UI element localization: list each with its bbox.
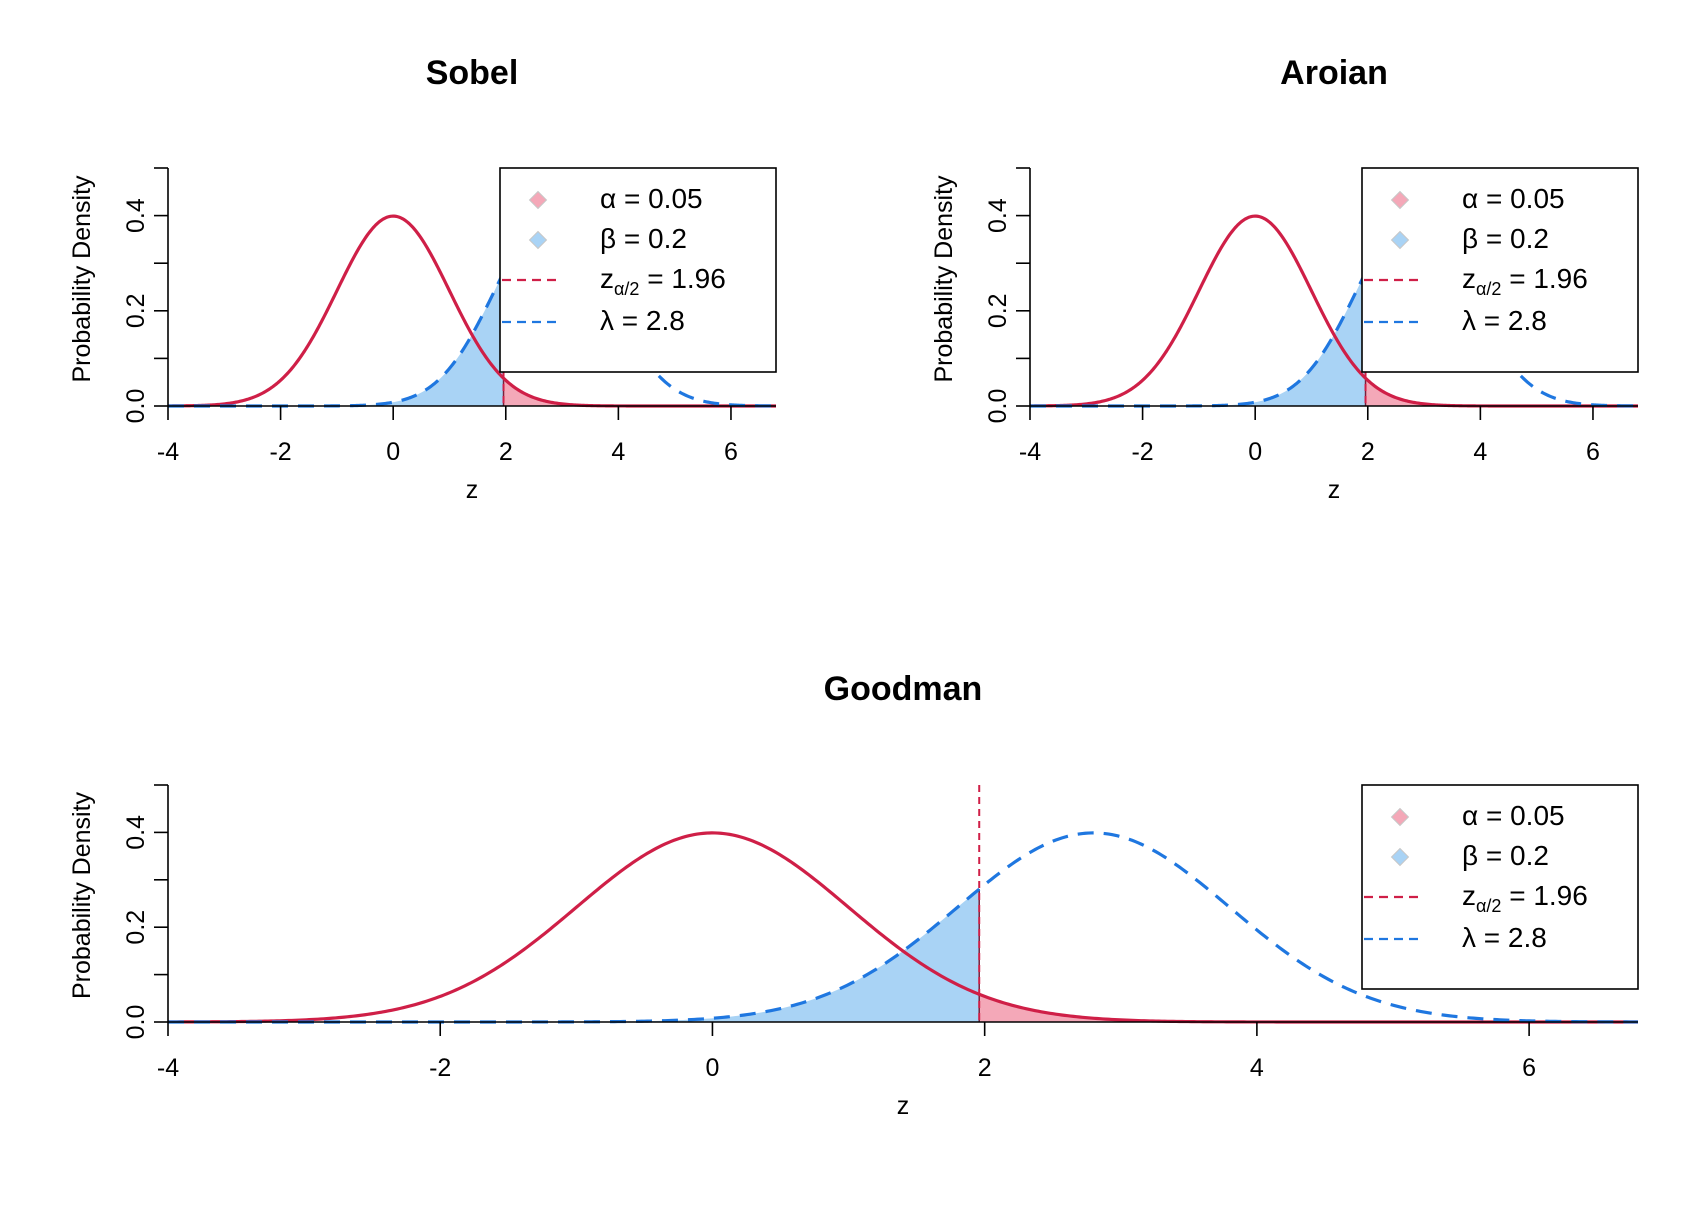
chart-title: Goodman: [824, 670, 983, 708]
legend-label: λ = 2.8: [1462, 922, 1547, 953]
legend-label: β = 0.2: [1462, 223, 1549, 254]
chart-panel-aroian: -4 -2 0 2 4 6 0.0 0.2 0.4 z Probability Density Aro…: [930, 54, 1639, 504]
legend-marker: [1390, 190, 1410, 210]
shaded-beta: [1030, 272, 1366, 406]
legend-label-subscript: α/2: [614, 279, 639, 299]
x-axis-title: z: [897, 1092, 910, 1120]
x-tick-label: -2: [429, 1054, 451, 1082]
legend-label: β = 0.2: [1462, 840, 1549, 871]
x-tick-label: 6: [1586, 438, 1600, 466]
x-tick-label: -4: [157, 1054, 179, 1082]
y-tick-label: 0.4: [984, 198, 1012, 233]
legend-label: α = 0.05: [1462, 800, 1565, 831]
y-tick-label: 0.0: [984, 389, 1012, 424]
y-tick-label: 0.0: [122, 1005, 150, 1040]
legend-label-main: z: [1462, 880, 1476, 911]
x-tick-label: 4: [611, 438, 625, 466]
legend-label: α = 0.05: [1462, 183, 1565, 214]
x-tick-label: 0: [705, 1054, 719, 1082]
x-tick-label: 2: [499, 438, 513, 466]
y-tick-label: 0.2: [122, 293, 150, 328]
x-tick-label: 2: [978, 1054, 992, 1082]
y-axis-title: Probability Density: [68, 791, 96, 999]
legend-marker: [1390, 807, 1410, 827]
legend-marker: [1390, 230, 1410, 250]
x-tick-label: 0: [1248, 438, 1262, 466]
legend-label: λ = 2.8: [600, 305, 685, 336]
x-tick-label: 4: [1473, 438, 1487, 466]
legend-box: [499, 167, 777, 373]
x-axis-title: z: [466, 476, 479, 504]
x-tick-label: 2: [1361, 438, 1375, 466]
x-tick-label: 6: [1522, 1054, 1536, 1082]
y-tick-label: 0.2: [122, 910, 150, 945]
y-tick-label: 0.2: [984, 293, 1012, 328]
shaded-alpha: [1365, 378, 1638, 406]
x-tick-label: -2: [269, 438, 291, 466]
legend: α = 0.05 β = 0.2 zα/2 = 1.96 λ = 2.8: [1361, 784, 1639, 990]
legend-label-subscript: α/2: [1476, 896, 1501, 916]
chart-title: Sobel: [426, 54, 519, 92]
shaded-beta: [168, 272, 504, 406]
legend-label: λ = 2.8: [1462, 305, 1547, 336]
legend-label: α = 0.05: [600, 183, 703, 214]
x-axis-title: z: [1328, 476, 1341, 504]
x-tick-label: -4: [1019, 438, 1041, 466]
x-tick-label: 6: [724, 438, 738, 466]
legend-marker: [528, 190, 548, 210]
legend-marker: [528, 230, 548, 250]
shaded-alpha: [979, 994, 1638, 1022]
legend-label-main: z: [1462, 263, 1476, 294]
legend-label-rest: = 1.96: [639, 263, 725, 294]
legend: α = 0.05 β = 0.2 zα/2 = 1.96 λ = 2.8: [499, 167, 777, 373]
legend-label-subscript: α/2: [1476, 279, 1501, 299]
y-tick-label: 0.4: [122, 198, 150, 233]
legend-label: zα/2 = 1.96: [1462, 263, 1588, 299]
chart-panel-goodman: -4 -2 0 2 4 6 0.0 0.2 0.4 z Probability Density Goo…: [68, 670, 1639, 1120]
legend-box: [1361, 784, 1639, 990]
legend: α = 0.05 β = 0.2 zα/2 = 1.96 λ = 2.8: [1361, 167, 1639, 373]
y-axis-title: Probability Density: [68, 175, 96, 383]
legend-box: [1361, 167, 1639, 373]
chart-title: Aroian: [1280, 54, 1388, 92]
shaded-alpha: [503, 378, 776, 406]
legend-label-main: z: [600, 263, 614, 294]
legend-label-rest: = 1.96: [1501, 263, 1587, 294]
x-tick-label: 4: [1250, 1054, 1264, 1082]
y-axis-title: Probability Density: [930, 175, 958, 383]
legend-label: β = 0.2: [600, 223, 687, 254]
x-tick-label: -2: [1131, 438, 1153, 466]
legend-marker: [1390, 847, 1410, 867]
legend-label-rest: = 1.96: [1501, 880, 1587, 911]
y-tick-label: 0.4: [122, 815, 150, 850]
shaded-beta: [168, 889, 980, 1022]
y-tick-label: 0.0: [122, 389, 150, 424]
legend-label: zα/2 = 1.96: [600, 263, 726, 299]
x-tick-label: -4: [157, 438, 179, 466]
x-tick-label: 0: [386, 438, 400, 466]
chart-panel-sobel: -4 -2 0 2 4 6 0.0 0.2 0.4 z Probability Density Sob…: [68, 54, 777, 504]
legend-label: zα/2 = 1.96: [1462, 880, 1588, 916]
